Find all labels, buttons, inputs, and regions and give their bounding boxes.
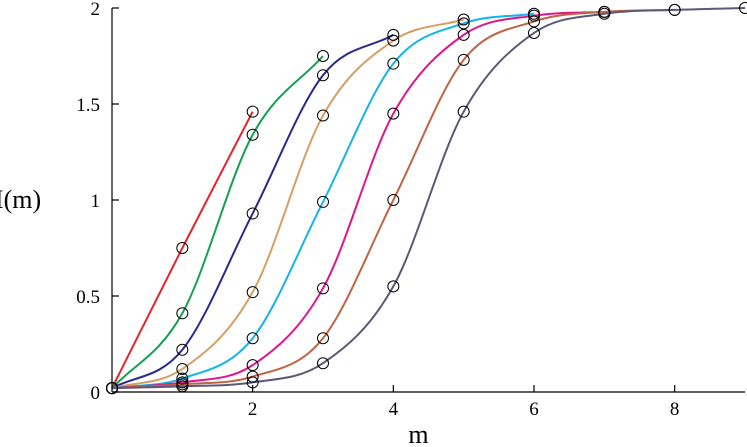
- y-tick-label: 1.5: [76, 95, 100, 116]
- data-point-marker: [317, 357, 329, 370]
- series-line-8: [111, 7, 746, 390]
- data-point-marker: [457, 53, 470, 66]
- data-point-marker: [176, 343, 189, 356]
- data-point-marker: [246, 370, 259, 383]
- marker-layer: [106, 2, 747, 395]
- x-tick-label: 4: [389, 399, 399, 420]
- data-point-marker: [176, 362, 189, 375]
- data-point-marker: [668, 3, 681, 16]
- data-point-marker: [176, 307, 189, 320]
- data-point-marker: [246, 207, 259, 220]
- data-point-marker: [317, 69, 329, 82]
- data-point-marker: [246, 105, 259, 118]
- x-axis-label: m: [408, 420, 428, 447]
- data-point-marker: [246, 359, 259, 372]
- x-tick-label: 8: [670, 399, 680, 420]
- data-point-marker: [317, 50, 329, 62]
- y-tick-label: 2: [91, 0, 101, 20]
- data-point-marker: [457, 17, 470, 30]
- data-point-marker: [387, 57, 400, 70]
- series-layer: [111, 7, 746, 390]
- data-point-marker: [246, 332, 259, 345]
- data-point-marker: [317, 195, 329, 208]
- data-point-marker: [387, 194, 400, 206]
- data-point-marker: [528, 26, 540, 39]
- series-line-5: [111, 12, 535, 390]
- data-point-marker: [317, 282, 329, 295]
- series-line-2: [111, 55, 324, 389]
- data-point-marker: [598, 7, 611, 20]
- data-point-marker: [387, 107, 400, 120]
- y-tick-label: 1: [91, 191, 101, 212]
- data-point-marker: [387, 34, 400, 47]
- data-point-marker: [246, 128, 259, 141]
- series-line-3: [111, 34, 394, 390]
- data-point-marker: [246, 286, 259, 299]
- x-tick-label: 6: [529, 399, 539, 420]
- data-point-marker: [457, 13, 470, 26]
- y-tick-label: 0.5: [76, 287, 100, 308]
- data-point-marker: [739, 2, 747, 14]
- x-tick-label: 2: [248, 399, 258, 420]
- series-line-7: [111, 8, 675, 390]
- data-point-marker: [387, 280, 400, 293]
- data-point-marker: [176, 242, 189, 254]
- data-point-marker: [457, 28, 470, 41]
- data-point-marker: [528, 15, 540, 28]
- data-point-marker: [317, 109, 329, 122]
- y-tick-label: 0: [91, 383, 101, 404]
- series-line-4: [111, 18, 464, 390]
- data-point-marker: [387, 28, 400, 41]
- tick-layer: 2 4 6 8 0 0.5 1 1.5 2: [76, 0, 679, 420]
- y-axis-label: I(m): [0, 185, 41, 214]
- data-point-marker: [317, 332, 329, 345]
- series-line-6: [111, 10, 605, 390]
- data-point-marker: [457, 105, 470, 118]
- data-point-marker: [176, 372, 189, 385]
- series-line-1: [111, 111, 254, 389]
- data-point-marker: [528, 9, 540, 22]
